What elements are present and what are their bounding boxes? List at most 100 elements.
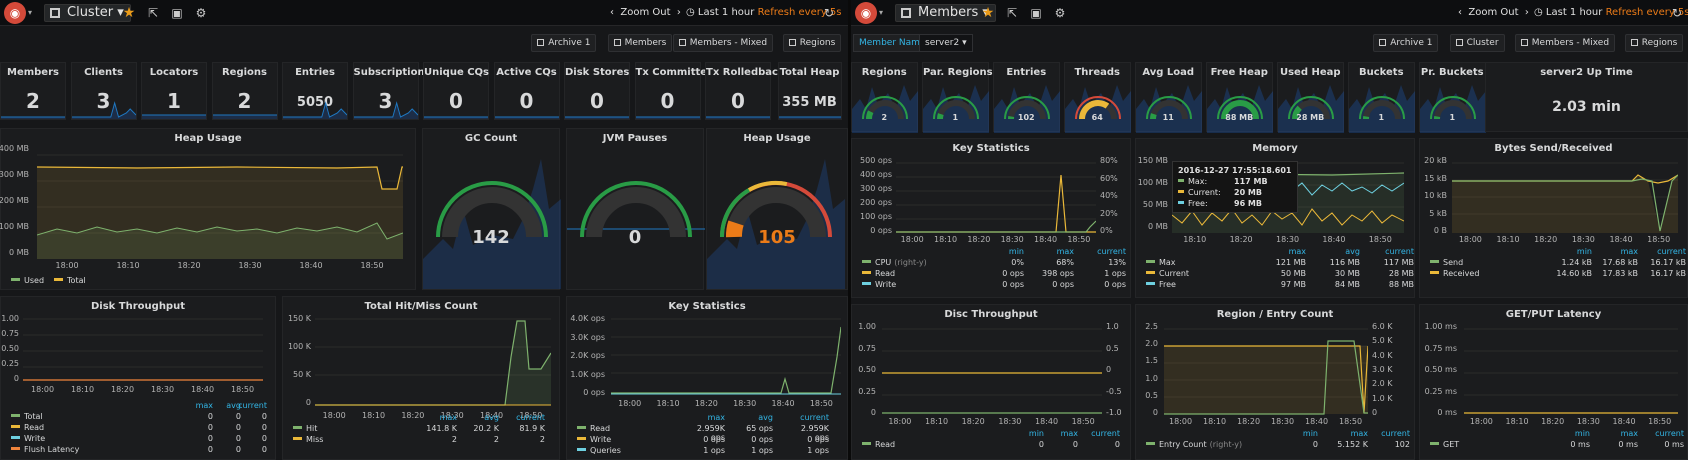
stat-active-cqs[interactable]: Active CQs 0 bbox=[493, 62, 560, 120]
disc-throughput-panel[interactable]: Disc Throughput 1.00 0.75 0.50 0.25 0 1.0 0.5 0… bbox=[851, 304, 1131, 460]
legend-row[interactable]: Write 0 ops 0 ops 0 ops bbox=[577, 435, 841, 446]
gauge-free-heap[interactable]: Free Heap 88 MB bbox=[1206, 62, 1273, 133]
share-icon[interactable]: ⇱ bbox=[147, 6, 159, 20]
stat-entries[interactable]: Entries 5050 bbox=[282, 62, 348, 120]
stat-value: 0 bbox=[519, 89, 534, 113]
save-icon[interactable]: ▣ bbox=[171, 6, 183, 20]
legend-item[interactable]: Total bbox=[54, 276, 86, 285]
stat-locators[interactable]: Locators 1 bbox=[141, 62, 207, 120]
member-name-select[interactable]: server2 ▾ bbox=[919, 34, 973, 52]
gauge-par-regions[interactable]: Par. Regions 1 bbox=[922, 62, 993, 133]
legend-value: 0 bbox=[1312, 440, 1318, 449]
gauge-pr-buckets[interactable]: Pr. Buckets 1 bbox=[1419, 62, 1486, 133]
dashlink-regions[interactable]: Regions bbox=[782, 34, 842, 52]
stat-total-heap[interactable]: Total Heap 355 MB bbox=[777, 62, 842, 120]
stat-unique-cqs[interactable]: Unique CQs 0 bbox=[423, 62, 489, 120]
dashlink-archive-1[interactable]: Archive 1 bbox=[1373, 34, 1439, 52]
star-icon[interactable]: ★ bbox=[122, 5, 136, 21]
legend-row[interactable]: Max 121 MB 116 MB 117 MB bbox=[1146, 258, 1414, 269]
stat-members[interactable]: Members 2 bbox=[0, 62, 66, 120]
y-tick: 5 kB bbox=[1429, 208, 1447, 218]
dashboard-title-dropdown[interactable]: Cluster ▾ bbox=[44, 4, 131, 22]
disk-throughput-panel[interactable]: Disk Throughput 1.00 0.75 0.50 0.25 0 18:00 18… bbox=[0, 296, 276, 460]
legend-row[interactable]: Write 0 ops 0 ops 0 ops bbox=[862, 280, 1126, 291]
legend-row[interactable]: Total 0 0 0 bbox=[11, 412, 269, 423]
dashlink-archive-1[interactable]: Archive 1 bbox=[531, 34, 597, 52]
grafana-logo-icon[interactable]: ◉ bbox=[4, 2, 26, 24]
memory-panel[interactable]: Memory 2016-12-27 17:55:18.601 Max: 117 MB… bbox=[1135, 138, 1415, 298]
x-tick: 18:30 bbox=[1576, 417, 1600, 426]
stat-tx-rolledback[interactable]: Tx Rolledback 0 bbox=[705, 62, 785, 120]
stat-tx-committed[interactable]: Tx Committed 0 bbox=[634, 62, 714, 120]
gauge-entries[interactable]: Entries 102 bbox=[993, 62, 1060, 133]
legend-row[interactable]: Read 0 ops 398 ops 1 ops bbox=[862, 269, 1126, 280]
stat-label: Regions bbox=[221, 67, 267, 78]
region-entry-panel[interactable]: Region / Entry Count 2.5 2.0 1.5 1.0 0.5 0 6.0… bbox=[1135, 304, 1415, 460]
refresh-icon[interactable]: ↻ bbox=[823, 6, 835, 20]
gauge-avg-load[interactable]: Avg Load 11 bbox=[1135, 62, 1202, 133]
legend-swatch bbox=[1430, 271, 1439, 274]
refresh-icon[interactable]: ↻ bbox=[1671, 6, 1683, 20]
legend-swatch bbox=[1430, 442, 1439, 445]
legend-row[interactable]: Miss 2 2 2 bbox=[293, 435, 553, 446]
dashlink-regions[interactable]: Regions bbox=[1624, 34, 1684, 52]
share-icon[interactable]: ⇱ bbox=[1006, 6, 1018, 20]
legend-row[interactable]: CPU (right-y) 0% 68% 13% bbox=[862, 258, 1126, 269]
time-range-picker[interactable]: ◷ Last 1 hour Refresh every 5s bbox=[1534, 7, 1688, 18]
get-put-latency-panel[interactable]: GET/PUT Latency 1.00 ms 0.75 ms 0.50 ms 0.2… bbox=[1419, 304, 1688, 460]
y-tick: 0 ops bbox=[583, 388, 605, 397]
gauge-used-heap[interactable]: Used Heap 28 MB bbox=[1277, 62, 1344, 133]
chevron-down-icon[interactable]: ▾ bbox=[28, 8, 33, 17]
legend-row[interactable]: Free 97 MB 84 MB 88 MB bbox=[1146, 280, 1414, 291]
legend-value: 0 bbox=[1072, 440, 1078, 449]
legend-row[interactable]: Read 2.959K ops 65 ops 2.959K ops bbox=[577, 424, 841, 442]
y-tick: 0 B bbox=[1433, 226, 1447, 235]
time-range-picker[interactable]: ◷ Last 1 hour Refresh every 5s bbox=[686, 7, 842, 18]
star-icon[interactable]: ★ bbox=[981, 5, 995, 21]
legend-row[interactable]: Hit 141.8 K 20.2 K 81.9 K bbox=[293, 424, 553, 435]
legend-item[interactable]: Used bbox=[11, 276, 44, 285]
gauge-threads[interactable]: Threads 64 bbox=[1064, 62, 1131, 133]
gauge-heap-usage[interactable]: Heap Usage 105 bbox=[706, 128, 848, 290]
heap-usage-panel[interactable]: Heap Usage Used Total 400 MB 300 MB 200 MB 1… bbox=[0, 128, 416, 290]
chevron-down-icon[interactable]: ▾ bbox=[879, 8, 884, 17]
dashlink-members-mixed[interactable]: Members - Mixed bbox=[672, 34, 774, 52]
grafana-logo-icon[interactable]: ◉ bbox=[855, 2, 877, 24]
gauge-buckets[interactable]: Buckets 1 bbox=[1348, 62, 1415, 133]
stat-disk-stores[interactable]: Disk Stores 0 bbox=[564, 62, 630, 120]
key-statistics-panel[interactable]: Key Statistics 500 ops 400 ops 300 ops 200 … bbox=[851, 138, 1131, 298]
legend-row[interactable]: Entry Count (right-y) 0 5.152 K 102 bbox=[1146, 440, 1410, 451]
zoom-out-button[interactable]: ‹ Zoom Out › bbox=[610, 7, 681, 18]
dashlink-cluster[interactable]: Cluster bbox=[1449, 34, 1505, 52]
legend-row[interactable]: Queries 1 ops 1 ops 1 ops bbox=[577, 446, 841, 457]
uptime-panel[interactable]: server2 Up Time 2.03 min bbox=[1485, 62, 1688, 132]
legend-row[interactable]: Current 50 MB 30 MB 28 MB bbox=[1146, 269, 1414, 280]
dashlink-members-mixed[interactable]: Members - Mixed bbox=[1514, 34, 1616, 52]
key-statistics-panel[interactable]: Key Statistics 4.0K ops 3.0K ops 2.0K ops 1… bbox=[566, 296, 848, 460]
sparkline bbox=[142, 114, 206, 119]
legend-row[interactable]: Flush Latency 0 0 0 bbox=[11, 445, 269, 456]
legend-row[interactable]: Read 0 0 0 bbox=[862, 440, 1124, 451]
bytes-panel[interactable]: Bytes Send/Received 20 kB 15 kB 10 kB 5 kB 0… bbox=[1419, 138, 1688, 298]
legend-row[interactable]: Read 0 0 0 bbox=[11, 423, 269, 434]
gauge-regions[interactable]: Regions 2 bbox=[851, 62, 918, 133]
legend-row[interactable]: Received 14.60 kB 17.83 kB 16.17 kB bbox=[1430, 269, 1686, 280]
stat-subscriptions[interactable]: Subscriptions 3 bbox=[352, 62, 431, 120]
zoom-out-button[interactable]: ‹ Zoom Out › bbox=[1458, 7, 1529, 18]
legend-row[interactable]: GET 0 ms 0 ms 0 ms bbox=[1430, 440, 1684, 451]
dashboard-title-dropdown[interactable]: Members ▾ bbox=[895, 4, 996, 22]
stat-clients[interactable]: Clients 3 bbox=[70, 62, 137, 120]
legend-label: Send bbox=[1443, 258, 1464, 267]
x-tick: 18:00 bbox=[322, 411, 346, 420]
gauge-gc-count[interactable]: GC Count 142 bbox=[422, 128, 561, 290]
save-icon[interactable]: ▣ bbox=[1030, 6, 1042, 20]
hit-miss-panel[interactable]: Total Hit/Miss Count 150 K 100 K 50 K 0 18:0… bbox=[282, 296, 560, 460]
gauge-jvm-pauses[interactable]: JVM Pauses 0 bbox=[566, 128, 705, 290]
legend-row[interactable]: Send 1.24 kB 17.68 kB 16.17 kB bbox=[1430, 258, 1686, 269]
dashlink-members[interactable]: Members bbox=[607, 34, 673, 52]
gear-icon[interactable]: ⚙ bbox=[1054, 6, 1066, 20]
stat-regions[interactable]: Regions 2 bbox=[211, 62, 278, 120]
dashlink-label: Archive 1 bbox=[1390, 38, 1433, 48]
gear-icon[interactable]: ⚙ bbox=[195, 6, 207, 20]
legend-row[interactable]: Write 0 0 0 bbox=[11, 434, 269, 445]
